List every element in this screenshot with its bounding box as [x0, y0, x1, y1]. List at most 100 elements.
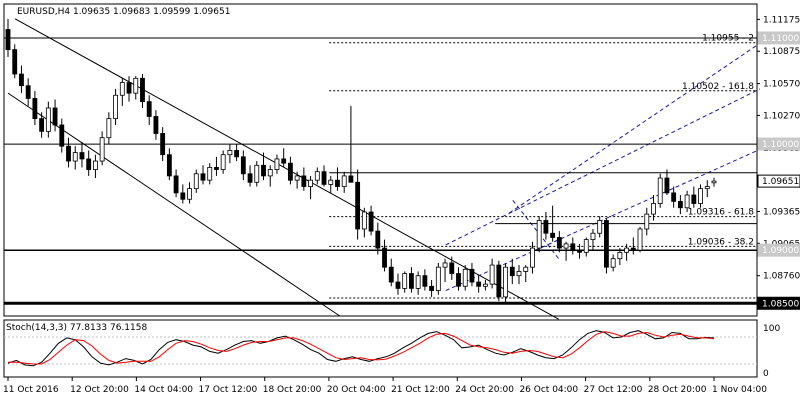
candle-body: [99, 137, 105, 162]
candle-body: [698, 188, 703, 204]
candle-body: [328, 179, 334, 185]
time-tick-label: 21 Oct 12:00: [391, 385, 450, 395]
candle-body: [72, 152, 78, 162]
candle-body: [516, 271, 522, 277]
candle-body: [39, 118, 45, 132]
candle-body: [442, 262, 448, 268]
candle-body: [355, 181, 361, 230]
price-tag-box: [757, 31, 800, 45]
candle-body: [240, 156, 246, 175]
candle-body: [166, 154, 172, 177]
fib-connector: [512, 200, 560, 260]
candle-body: [234, 150, 240, 158]
candle-body: [368, 211, 374, 232]
price-tick-label: 1.10875: [763, 47, 800, 57]
candle-body: [496, 264, 502, 298]
candle-body: [409, 273, 414, 289]
candle-body: [563, 243, 569, 249]
axes: 1.111751.108751.105701.102701.099651.093…: [3, 15, 800, 395]
candle-body: [556, 237, 562, 249]
candle-body: [5, 29, 11, 51]
price-tag-label: 1.09000: [762, 246, 799, 256]
price-tag-label: 1.08500: [762, 299, 799, 309]
candle-body: [220, 154, 226, 170]
candle-body: [630, 247, 636, 251]
chart-header: EURUSD,H4 1.09635 1.09683 1.09599 1.0965…: [17, 7, 230, 17]
candle-body: [637, 228, 643, 251]
candle-body: [644, 213, 650, 230]
candle-body: [314, 171, 320, 181]
candle-body: [247, 173, 253, 183]
candle-body: [456, 273, 461, 287]
candle-body: [550, 232, 556, 238]
fibonacci-level-label: 1.10502 - 161.8: [682, 82, 754, 92]
price-tag-box: [757, 137, 800, 151]
candle-body: [341, 175, 347, 187]
candle-body: [503, 266, 508, 298]
candle-body: [66, 145, 71, 162]
candle-body: [321, 171, 327, 185]
candle-body: [86, 158, 92, 170]
price-tag-label: 1.10000: [762, 140, 799, 150]
candle-body: [691, 194, 697, 204]
price-tag-label: 1.11000: [762, 34, 799, 44]
candle-body: [187, 188, 192, 200]
candle-body: [32, 98, 38, 120]
candle-body: [227, 150, 233, 156]
candle-body: [308, 179, 313, 187]
candle-body: [415, 275, 421, 289]
candle-body: [489, 264, 495, 285]
channel-rising-middle: [445, 88, 761, 246]
candle-body: [677, 200, 683, 209]
candle-body: [624, 247, 630, 253]
candle-body: [671, 192, 677, 202]
time-tick-label: 12 Oct 20:00: [70, 385, 129, 395]
candle-body: [254, 164, 260, 183]
price-tag-label: 1.09651: [762, 177, 799, 187]
price-tag-box: [757, 243, 800, 257]
candle-body: [449, 262, 455, 274]
candle-body: [287, 162, 293, 181]
candle-body: [25, 85, 31, 99]
candle-body: [193, 173, 199, 190]
price-tag-box: [757, 174, 800, 188]
candle-body: [388, 266, 394, 283]
candle-body: [509, 266, 515, 277]
candle-body: [153, 116, 159, 134]
stochastic-panel-frame: [3, 319, 758, 378]
candle-body: [651, 203, 656, 215]
candle-body: [577, 249, 582, 253]
candle-body: [45, 107, 51, 132]
candle-body: [583, 239, 589, 253]
candle-body: [126, 82, 132, 94]
price-tick-label: 1.11175: [763, 15, 800, 25]
candle-body: [106, 118, 112, 139]
candle-body: [530, 247, 535, 268]
candle-body: [711, 180, 717, 184]
candle-body: [536, 220, 542, 249]
candle-body: [422, 275, 428, 287]
candle-body: [160, 133, 166, 156]
candle-body: [281, 158, 287, 164]
candle-body: [180, 192, 186, 200]
stochastic-lines: [7, 330, 715, 367]
time-tick-label: 20 Oct 04:00: [327, 385, 386, 395]
candle-body: [684, 194, 690, 209]
time-tick-label: 24 Oct 20:00: [455, 385, 514, 395]
candle-body: [435, 266, 441, 291]
candle-body: [79, 152, 85, 160]
candle-body: [657, 177, 663, 204]
candle-body: [52, 107, 58, 126]
time-tick-label: 26 Oct 04:00: [519, 385, 578, 395]
time-tick-label: 14 Oct 04:00: [134, 385, 193, 395]
time-tick-label: 17 Oct 12:00: [199, 385, 258, 395]
candle-body: [664, 177, 670, 194]
candle-body: [476, 281, 482, 287]
candle-body: [207, 167, 213, 181]
fibonacci-level-label: 1.10955 - 2: [702, 34, 754, 44]
candle-body: [361, 211, 367, 230]
candle-body: [119, 82, 125, 96]
stochastic-tick-label: 100: [763, 324, 780, 334]
